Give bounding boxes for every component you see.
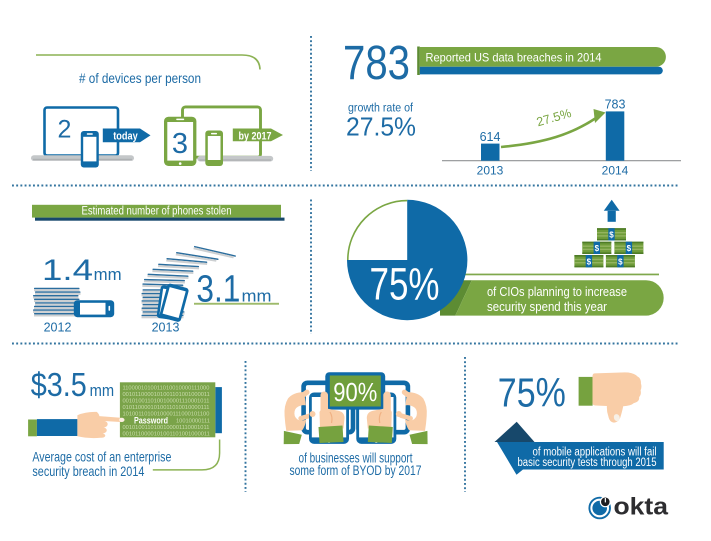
svg-text:2014: 2014 <box>602 164 629 178</box>
svg-text:$: $ <box>587 257 592 266</box>
svg-text:okta: okta <box>614 494 669 521</box>
svg-text:1010011010010000111000101100: 1010011010010000111000101100 <box>123 412 210 418</box>
svg-text:Reported US data breaches in 2: Reported US data breaches in 2014 <box>426 51 602 65</box>
svg-text:Estimated number of phones sto: Estimated number of phones stolen <box>82 206 232 218</box>
svg-text:of businesses will support: of businesses will support <box>299 451 413 466</box>
svg-text:783: 783 <box>343 37 410 90</box>
svg-text:2012: 2012 <box>44 321 72 335</box>
svg-text:0010110000101001101001000011: 0010110000101001101001000011 <box>123 392 210 398</box>
svg-text:0101100001010011010010000111: 0101100001010011010010000111 <box>123 405 210 411</box>
svg-text:2013: 2013 <box>477 164 504 178</box>
svg-text:$3.5: $3.5 <box>31 366 87 403</box>
svg-text:today: today <box>113 130 138 142</box>
svg-text:$: $ <box>627 244 632 253</box>
svg-text:by 2017: by 2017 <box>239 130 272 142</box>
svg-text:Average cost of an enterprise: Average cost of an enterprise <box>32 449 171 465</box>
svg-text:0010100110100100001110001011: 0010100110100100001110001011 <box>123 425 210 431</box>
svg-text:783: 783 <box>605 98 626 112</box>
svg-text:614: 614 <box>480 130 501 144</box>
svg-text:10010000111: 10010000111 <box>176 419 210 425</box>
svg-text:some form of BYOD by 2017: some form of BYOD by 2017 <box>290 463 422 478</box>
svg-text:Password: Password <box>134 416 168 426</box>
svg-text:mm: mm <box>242 287 272 306</box>
svg-text:mm: mm <box>90 381 115 400</box>
svg-text:2013: 2013 <box>152 321 180 335</box>
svg-text:security breach in 2014: security breach in 2014 <box>32 463 144 479</box>
svg-text:75%: 75% <box>370 259 440 310</box>
svg-text:of CIOs planning to increase: of CIOs planning to increase <box>487 284 627 299</box>
svg-text:1.4: 1.4 <box>42 254 93 287</box>
svg-text:basic security tests through 2: basic security tests through 2015 <box>518 457 657 469</box>
svg-text:75%: 75% <box>498 370 566 416</box>
svg-text:0010100110100100001110001011: 0010100110100100001110001011 <box>123 399 210 405</box>
svg-text:1100001010011010010000111000: 1100001010011010010000111000 <box>123 386 210 392</box>
svg-text:2: 2 <box>58 116 72 144</box>
svg-text:mm: mm <box>94 266 122 284</box>
svg-text:growth rate of: growth rate of <box>348 101 414 115</box>
svg-text:90%: 90% <box>333 377 377 407</box>
svg-text:# of devices per person: # of devices per person <box>79 71 201 86</box>
svg-text:$: $ <box>595 244 600 253</box>
svg-text:$: $ <box>618 257 623 266</box>
svg-text:security spend this year: security spend this year <box>487 299 608 314</box>
svg-text:0010110000101001101001000011: 0010110000101001101001000011 <box>123 432 210 438</box>
svg-text:27.5%: 27.5% <box>346 112 416 142</box>
svg-text:of mobile applications will fa: of mobile applications will fail <box>533 446 657 458</box>
svg-text:3: 3 <box>172 128 188 160</box>
svg-text:$: $ <box>609 231 614 240</box>
